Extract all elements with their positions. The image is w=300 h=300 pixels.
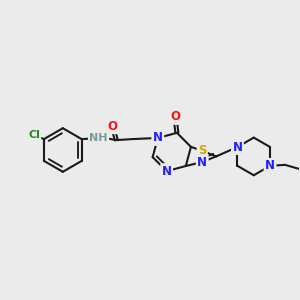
Text: N: N <box>162 165 172 178</box>
Text: N: N <box>153 131 163 145</box>
Text: H: H <box>94 133 103 143</box>
Text: N: N <box>197 155 207 169</box>
Text: N: N <box>232 140 242 154</box>
Text: O: O <box>107 120 117 133</box>
Text: O: O <box>170 110 180 124</box>
Text: NH: NH <box>89 133 108 143</box>
Text: Cl: Cl <box>28 130 40 140</box>
Text: S: S <box>198 144 206 157</box>
Text: N: N <box>265 159 275 172</box>
